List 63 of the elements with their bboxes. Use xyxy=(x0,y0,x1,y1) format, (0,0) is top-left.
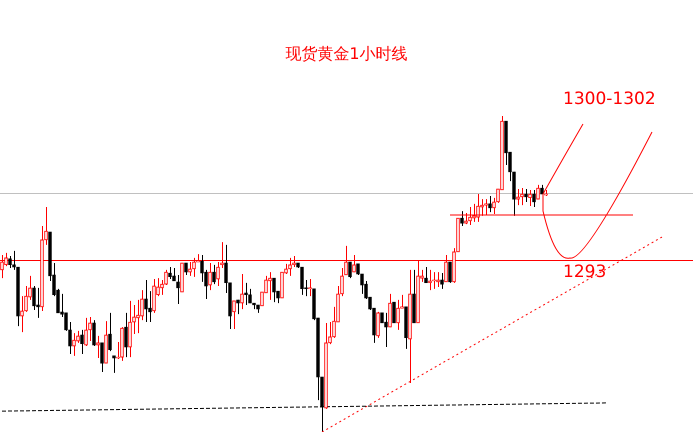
text: 1300-1302 xyxy=(563,89,656,109)
candlestick xyxy=(136,299,140,334)
candlestick xyxy=(524,188,528,202)
candlestick xyxy=(532,189,536,208)
candlestick xyxy=(8,255,12,268)
candlestick xyxy=(468,206,472,226)
candlestick xyxy=(472,203,476,222)
candlestick xyxy=(392,302,396,324)
candlestick xyxy=(144,280,148,323)
candlestick xyxy=(300,266,304,296)
candlestick xyxy=(484,198,488,216)
candlestick xyxy=(272,278,276,303)
candlestick xyxy=(20,296,24,333)
candlestick xyxy=(376,311,380,338)
candlestick xyxy=(308,278,312,297)
candlestick xyxy=(464,212,468,225)
candlestick xyxy=(236,299,240,315)
candlestick xyxy=(92,320,96,347)
candlestick xyxy=(208,262,212,291)
candlestick xyxy=(128,300,132,358)
candlestick xyxy=(428,269,432,291)
candlestick xyxy=(100,342,104,372)
candlestick xyxy=(436,272,440,288)
candlestick xyxy=(232,300,236,330)
candlestick xyxy=(176,274,180,305)
candlestick xyxy=(388,293,392,328)
candlestick xyxy=(360,274,364,294)
candlestick xyxy=(184,262,188,276)
candlestick xyxy=(476,194,480,222)
candlestick xyxy=(384,312,388,348)
candlestick xyxy=(520,188,524,206)
candlestick xyxy=(432,272,436,290)
candlestick xyxy=(516,188,520,206)
candlestick xyxy=(268,272,272,300)
candlestick xyxy=(172,267,176,282)
candlestick xyxy=(96,335,100,359)
candlestick xyxy=(68,322,72,354)
chart-title: 现货黄金1小时线 xyxy=(284,44,409,65)
candlestick xyxy=(424,266,428,284)
candlestick xyxy=(36,287,40,318)
candlestick xyxy=(84,317,88,347)
candlestick xyxy=(200,254,204,282)
candlestick xyxy=(528,189,532,207)
candlestick xyxy=(488,195,492,213)
candlestick xyxy=(112,355,116,374)
annotation: 1293 xyxy=(563,262,606,282)
candlestick xyxy=(448,261,452,284)
candlestick xyxy=(152,278,156,314)
candlestick xyxy=(244,282,248,306)
candlestick xyxy=(72,332,76,356)
candlestick xyxy=(348,261,352,279)
candlestick xyxy=(108,312,112,352)
candlestick xyxy=(80,329,84,354)
candlestick xyxy=(380,312,384,324)
candlestick xyxy=(396,299,400,330)
candlestick xyxy=(168,266,172,280)
candlestick xyxy=(536,184,540,200)
candlestick xyxy=(460,210,464,226)
candlestick xyxy=(212,264,216,285)
candlestick xyxy=(240,274,244,310)
candlestick xyxy=(440,272,444,290)
candlestick xyxy=(124,312,128,358)
candlestick xyxy=(32,286,36,311)
